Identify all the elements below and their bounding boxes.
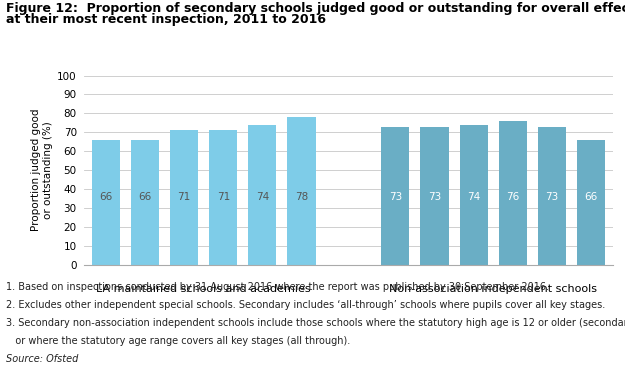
- Text: 78: 78: [295, 192, 308, 201]
- Text: 2012: 2012: [140, 231, 150, 255]
- Text: 3. Secondary non-association independent schools include those schools where the: 3. Secondary non-association independent…: [6, 318, 625, 328]
- Text: 76: 76: [506, 192, 519, 201]
- Text: 74: 74: [467, 192, 480, 201]
- Bar: [577, 140, 605, 265]
- Text: LA maintained schools and academies: LA maintained schools and academies: [96, 284, 311, 293]
- Text: 2014: 2014: [218, 231, 228, 255]
- Text: 66: 66: [99, 192, 112, 201]
- Text: 71: 71: [217, 192, 230, 201]
- Text: 2016: 2016: [586, 231, 596, 255]
- Text: 66: 66: [584, 192, 598, 201]
- Text: 2012: 2012: [429, 231, 439, 255]
- Text: 2011: 2011: [101, 231, 111, 255]
- Text: 73: 73: [428, 192, 441, 201]
- Text: 2015: 2015: [258, 231, 268, 255]
- Bar: [248, 125, 276, 265]
- Text: 73: 73: [545, 192, 559, 201]
- Text: 2015: 2015: [547, 231, 557, 255]
- Bar: [381, 127, 409, 265]
- Bar: [538, 127, 566, 265]
- Bar: [131, 140, 159, 265]
- Bar: [92, 140, 120, 265]
- Text: or where the statutory age range covers all key stages (all through).: or where the statutory age range covers …: [6, 336, 351, 346]
- Text: 2014: 2014: [508, 231, 518, 255]
- Y-axis label: Proportion judged good
or outstanding (%): Proportion judged good or outstanding (%…: [31, 109, 53, 231]
- Text: 66: 66: [138, 192, 152, 201]
- Text: 1. Based on inspections conducted by 31 August 2016 where the report was publish: 1. Based on inspections conducted by 31 …: [6, 282, 549, 291]
- Text: 2016: 2016: [296, 231, 306, 255]
- Text: 2013: 2013: [469, 231, 479, 255]
- Text: 71: 71: [177, 192, 191, 201]
- Text: 74: 74: [256, 192, 269, 201]
- Text: Figure 12:  Proportion of secondary schools judged good or outstanding for overa: Figure 12: Proportion of secondary schoo…: [6, 2, 625, 15]
- Bar: [209, 130, 238, 265]
- Text: 2. Excludes other independent special schools. Secondary includes ‘all-through’ : 2. Excludes other independent special sc…: [6, 300, 606, 310]
- Text: Source: Ofsted: Source: Ofsted: [6, 354, 79, 364]
- Bar: [288, 117, 316, 265]
- Bar: [499, 121, 527, 265]
- Text: 73: 73: [389, 192, 402, 201]
- Bar: [170, 130, 198, 265]
- Bar: [459, 125, 488, 265]
- Text: 2011: 2011: [391, 231, 401, 255]
- Bar: [421, 127, 449, 265]
- Text: 2013: 2013: [179, 231, 189, 255]
- Text: at their most recent inspection, 2011 to 2016: at their most recent inspection, 2011 to…: [6, 13, 326, 26]
- Text: Non-association independent schools: Non-association independent schools: [389, 284, 597, 293]
